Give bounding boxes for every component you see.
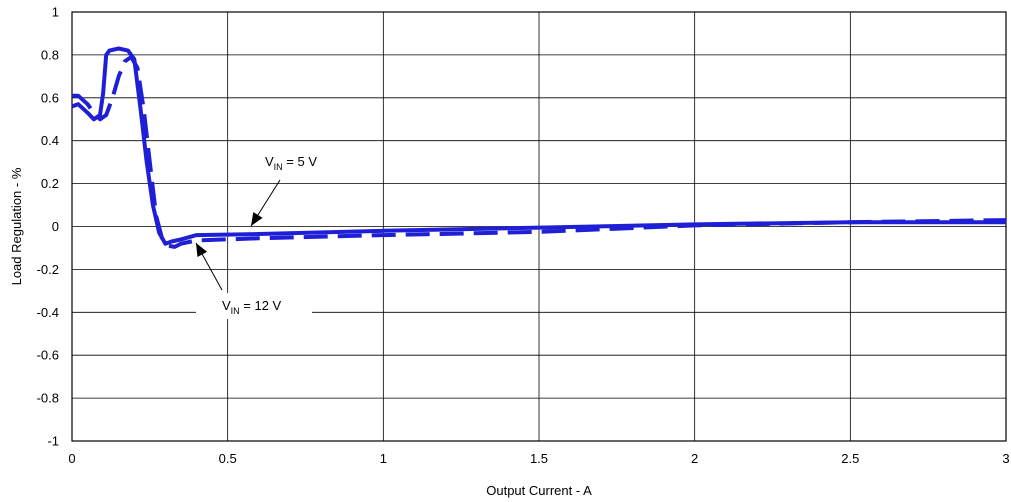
y-tick-label: -0.8: [37, 391, 59, 406]
x-tick-label: 1.5: [530, 451, 548, 466]
x-tick-label: 2: [691, 451, 698, 466]
x-axis-label: Output Current - A: [486, 483, 592, 498]
y-tick-label: -1: [47, 434, 59, 449]
svg-text:VIN = 12 V: VIN = 12 V: [222, 298, 282, 316]
annotation-vin-12v-suffix: = 12 V: [240, 298, 282, 313]
y-tick-label: 0: [52, 219, 59, 234]
y-tick-label: 1: [52, 5, 59, 20]
annotation-vin-12v-background: [196, 293, 312, 319]
y-axis-label: Load Regulation - %: [9, 167, 24, 285]
series-line-solid: [71, 46, 1006, 246]
series-layer: [71, 46, 1007, 249]
annotation-vin-12v-prefix: V: [222, 298, 231, 313]
x-tick-label: 1: [380, 451, 387, 466]
annotation-vin-12v-sub: IN: [231, 306, 240, 316]
annotation-vin-5v-sub: IN: [274, 162, 283, 172]
y-tick-label: 0.6: [41, 90, 59, 105]
annotation-vin-5v-suffix: = 5 V: [283, 154, 318, 169]
annotation-vin-12v-arrowhead: [196, 243, 208, 258]
annotation-vin-5v: VIN = 5 V: [250, 154, 317, 227]
y-tick-label: 0.8: [41, 47, 59, 62]
x-tick-label: 2.5: [841, 451, 859, 466]
svg-text:VIN = 5 V: VIN = 5 V: [265, 154, 317, 172]
x-tick-label: 0: [68, 451, 75, 466]
y-tick-labels: 1 0.8 0.6 0.4 0.2 0 -0.2 -0.4 -0.6 -0.8 -1: [37, 5, 59, 449]
series-line-dashed: [72, 55, 1007, 249]
y-tick-label: -0.2: [37, 262, 59, 277]
y-tick-label: 0.2: [41, 176, 59, 191]
y-tick-label: 0.4: [41, 133, 59, 148]
x-tick-label: 3: [1002, 451, 1009, 466]
annotation-vin-5v-arrowhead: [251, 212, 263, 226]
y-tick-label: -0.6: [37, 348, 59, 363]
annotation-vin-12v: VIN = 12 V: [195, 242, 312, 319]
plot-frame: [71, 11, 1007, 442]
annotation-vin-5v-prefix: V: [265, 154, 274, 169]
x-tick-label: 0.5: [219, 451, 237, 466]
y-tick-label: -0.4: [37, 305, 59, 320]
x-tick-labels: 0 0.5 1 1.5 2 2.5 3: [68, 451, 1009, 466]
